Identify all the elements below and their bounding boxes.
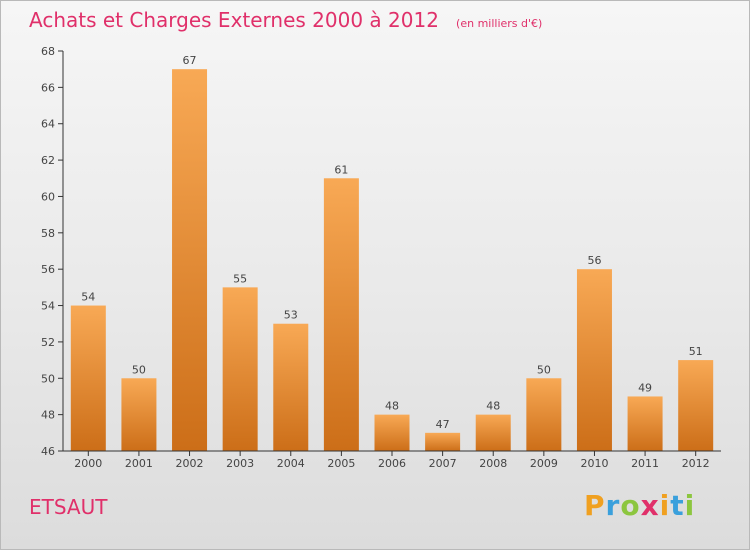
bar-2006 <box>374 414 410 451</box>
x-tick-label-2011: 2011 <box>631 457 659 470</box>
chart-title: Achats et Charges Externes 2000 à 2012 <box>29 8 439 32</box>
value-label-2003: 55 <box>233 272 247 285</box>
value-label-2010: 56 <box>587 254 601 267</box>
bar-2001 <box>121 378 157 451</box>
bar-2007 <box>425 432 461 451</box>
axes-layer: 2000 2001 2002 2003 2004 2005 2006 2007 2008 2009… <box>41 45 721 470</box>
value-label-2000: 54 <box>81 291 95 304</box>
y-tick-label-46: 46 <box>41 445 55 458</box>
logo-letter: o <box>620 489 641 522</box>
bar-2009 <box>526 378 562 451</box>
bar-2002 <box>172 69 208 451</box>
x-tick-label-2012: 2012 <box>682 457 710 470</box>
y-tick-label-48: 48 <box>41 409 55 422</box>
bar-2000 <box>70 305 106 451</box>
value-label-2007: 47 <box>436 418 450 431</box>
logo-letter: i <box>684 489 696 522</box>
value-label-2006: 48 <box>385 400 399 413</box>
value-label-2012: 51 <box>689 345 703 358</box>
y-tick-label-54: 54 <box>41 300 55 313</box>
value-label-2005: 61 <box>334 163 348 176</box>
value-label-2008: 48 <box>486 400 500 413</box>
value-label-2002: 67 <box>183 54 197 67</box>
logo-letter: r <box>605 489 621 522</box>
x-tick-label-2004: 2004 <box>277 457 305 470</box>
x-tick-label-2007: 2007 <box>429 457 457 470</box>
commune-name: ETSAUT <box>29 495 108 519</box>
value-label-2009: 50 <box>537 363 551 376</box>
x-tick-label-2005: 2005 <box>327 457 355 470</box>
value-label-2011: 49 <box>638 381 652 394</box>
x-tick-label-2002: 2002 <box>176 457 204 470</box>
logo-letter: i <box>659 489 671 522</box>
y-tick-label-56: 56 <box>41 263 55 276</box>
x-tick-label-2008: 2008 <box>479 457 507 470</box>
y-tick-label-64: 64 <box>41 118 55 131</box>
y-tick-label-58: 58 <box>41 227 55 240</box>
x-tick-label-2009: 2009 <box>530 457 558 470</box>
chart-subtitle: (en milliers d'€) <box>456 17 543 30</box>
bars-layer: 54 50 67 55 53 61 48 47 48 50 56 49 51 <box>70 54 714 452</box>
x-tick-label-2006: 2006 <box>378 457 406 470</box>
y-tick-label-62: 62 <box>41 154 55 167</box>
title-row: Achats et Charges Externes 2000 à 2012 (… <box>29 8 542 32</box>
y-tick-label-68: 68 <box>41 45 55 58</box>
x-tick-label-2003: 2003 <box>226 457 254 470</box>
x-tick-label-2010: 2010 <box>580 457 608 470</box>
bar-2012 <box>678 360 714 451</box>
value-label-2001: 50 <box>132 363 146 376</box>
y-tick-label-60: 60 <box>41 190 55 203</box>
y-tick-label-52: 52 <box>41 336 55 349</box>
bar-2004 <box>273 323 309 451</box>
x-tick-label-2001: 2001 <box>125 457 153 470</box>
bar-2011 <box>627 396 663 451</box>
logo-letter: t <box>670 489 685 522</box>
y-tick-label-66: 66 <box>41 81 55 94</box>
bar-2005 <box>323 178 359 452</box>
y-tick-label-50: 50 <box>41 372 55 385</box>
bar-2003 <box>222 287 258 451</box>
logo-letter: P <box>584 489 606 522</box>
value-label-2004: 53 <box>284 309 298 322</box>
logo-letter: x <box>640 489 660 522</box>
bar-2010 <box>576 269 612 451</box>
x-tick-label-2000: 2000 <box>74 457 102 470</box>
proxiti-logo: Proxiti <box>584 489 695 522</box>
bar-2008 <box>475 414 511 451</box>
